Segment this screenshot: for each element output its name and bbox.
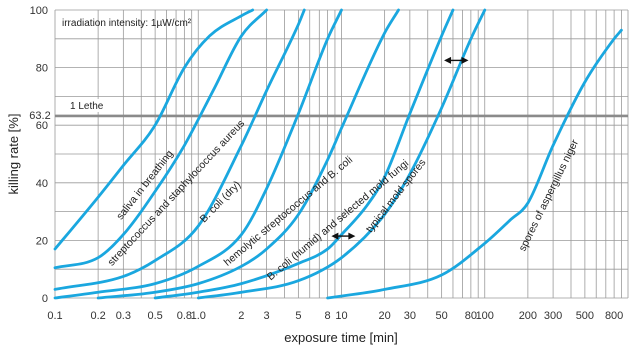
x-tick-label: 1.0: [191, 310, 206, 322]
x-tick-label: 0.5: [147, 310, 162, 322]
curve-1: [53, 8, 255, 251]
arrows: [331, 56, 469, 240]
y-tick-label: 20: [36, 235, 48, 247]
x-tick-label: 5: [295, 310, 301, 322]
x-tick-label: 300: [544, 310, 562, 322]
y-axis-title: killing rate [%]: [6, 114, 21, 195]
x-tick-label: 50: [436, 310, 448, 322]
x-tick-label: 8: [325, 310, 331, 322]
y-tick-label: 80: [36, 63, 48, 75]
arrow-head-right-1: [348, 232, 356, 240]
y-tick-label: 40: [36, 178, 48, 190]
curve-2: [53, 8, 268, 270]
curves: [53, 8, 623, 300]
y-tick-label: 100: [30, 5, 48, 17]
x-tick-label: 80: [465, 310, 477, 322]
curve-6: [153, 8, 455, 300]
curve-4: [53, 8, 343, 300]
x-tick-label: 100: [476, 310, 494, 322]
x-tick-label: 800: [605, 310, 623, 322]
curve-8: [326, 28, 623, 300]
x-tick-label: 0.8: [177, 310, 192, 322]
curve-5: [96, 8, 400, 300]
lethe-label: 1 Lethe: [70, 101, 104, 112]
arrow-head-left-2: [444, 56, 452, 64]
lethe-value-label: 63.2: [29, 110, 50, 122]
x-tick-label: 0.1: [47, 310, 62, 322]
reference-line-group: 1 Lethe 63.2: [29, 98, 628, 122]
arrow-head-right-2: [461, 56, 469, 64]
irradiation-annotation: irradiation intensity: 1µW/cm²: [62, 18, 192, 29]
x-tick-label: 3: [264, 310, 270, 322]
x-tick-label: 20: [378, 310, 390, 322]
x-tick-label: 0.3: [116, 310, 131, 322]
x-tick-label: 500: [576, 310, 594, 322]
y-tick-label: 0: [42, 293, 48, 305]
x-axis-title: exposure time [min]: [284, 330, 397, 345]
x-tick-label: 2: [238, 310, 244, 322]
lethe-label-background: [57, 98, 109, 112]
x-tick-label: 200: [519, 310, 537, 322]
curve-3: [53, 8, 306, 291]
x-tick-label: 0.2: [90, 310, 105, 322]
x-tick-label: 30: [404, 310, 416, 322]
x-tick-label: 10: [335, 310, 347, 322]
y-tick-label: 60: [36, 120, 48, 132]
arrow-head-left-1: [331, 232, 339, 240]
